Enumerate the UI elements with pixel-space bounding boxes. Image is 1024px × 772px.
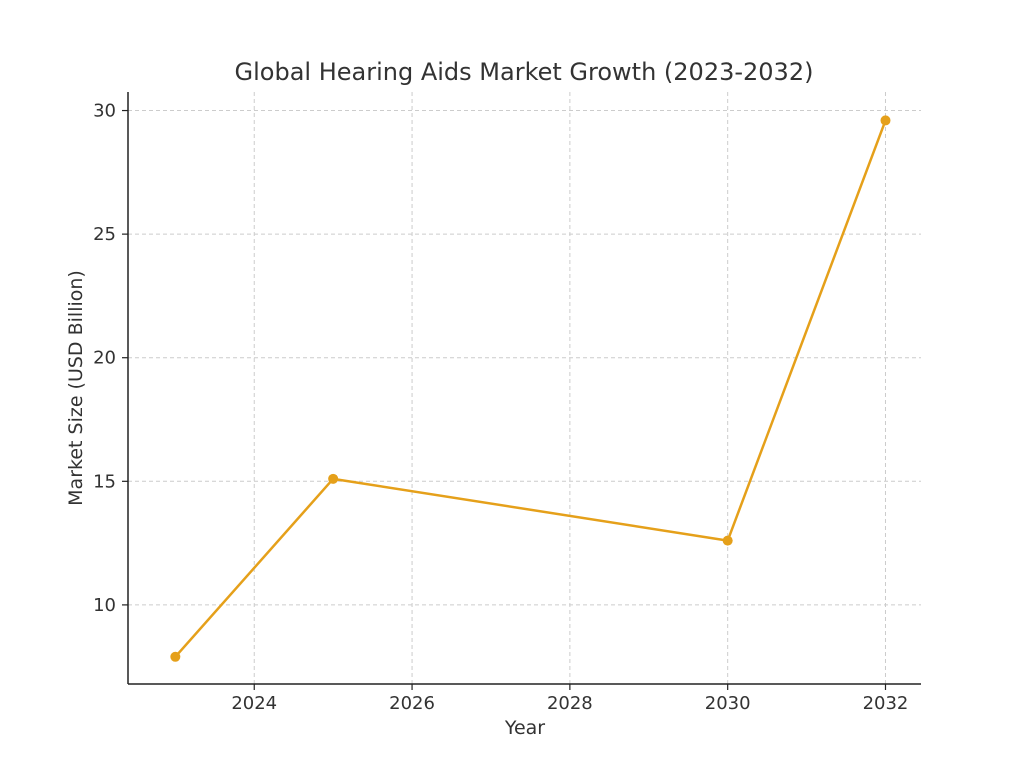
y-axis-title: Market Size (USD Billion) [65, 270, 87, 506]
data-point [880, 115, 891, 126]
ticks: 2024 2026 2028 2030 2032 10 15 20 25 30 [93, 101, 908, 714]
x-tick-label: 2030 [705, 693, 751, 714]
y-tick-label: 10 [93, 595, 116, 616]
x-axis-title: Year [504, 717, 545, 739]
x-tick-label: 2028 [547, 693, 593, 714]
y-tick-label: 15 [93, 471, 116, 492]
grid [128, 92, 921, 684]
series [170, 115, 891, 662]
y-tick-label: 20 [93, 348, 116, 369]
series-line [174, 119, 887, 658]
data-point [722, 535, 733, 546]
data-point [328, 473, 339, 484]
y-tick-label: 30 [93, 101, 116, 122]
x-tick-label: 2024 [231, 693, 277, 714]
x-tick-label: 2032 [863, 693, 909, 714]
chart-title: Global Hearing Aids Market Growth (2023-… [235, 58, 814, 86]
data-point [170, 651, 181, 662]
y-tick-label: 25 [93, 224, 116, 245]
axes [127, 92, 921, 685]
x-tick-label: 2026 [389, 693, 435, 714]
